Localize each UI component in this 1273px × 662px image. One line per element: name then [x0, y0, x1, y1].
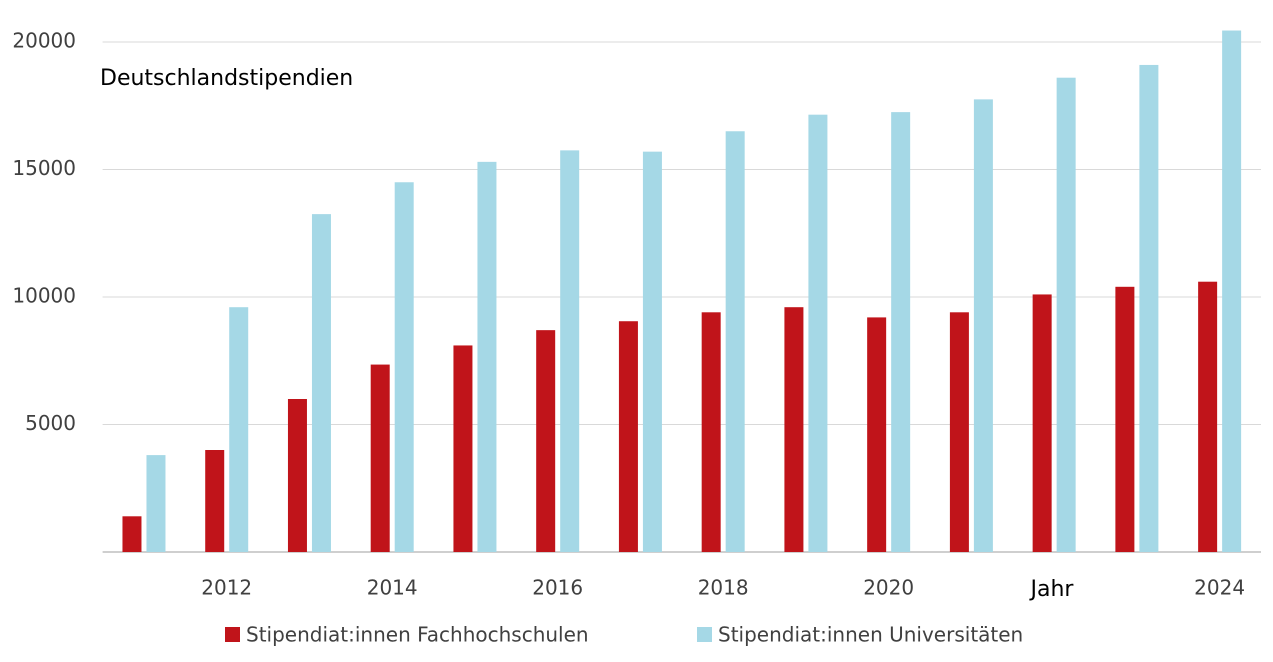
bar	[229, 307, 249, 552]
bar	[287, 399, 307, 552]
bar	[784, 307, 804, 552]
bar	[453, 345, 473, 552]
x-tick-label: 2024	[1194, 576, 1245, 600]
x-axis-label: Jahr	[1029, 577, 1075, 602]
bar	[808, 114, 828, 553]
bar	[394, 182, 414, 552]
bar	[1222, 30, 1242, 552]
bar	[122, 516, 142, 552]
bar	[701, 312, 721, 552]
bar	[949, 312, 969, 552]
x-tick-label: 2016	[532, 576, 583, 600]
bar	[536, 330, 556, 552]
bar	[642, 151, 662, 552]
legend-swatch	[697, 627, 712, 642]
bar	[725, 131, 745, 552]
legend-swatch	[225, 627, 240, 642]
bar	[618, 321, 638, 552]
bar	[370, 364, 390, 552]
bar	[311, 214, 331, 552]
legend-label: Stipendiat:innen Universitäten	[718, 623, 1023, 647]
x-tick-label: 2012	[201, 576, 252, 600]
bar	[891, 112, 911, 552]
bar	[1032, 294, 1052, 552]
bar	[477, 161, 497, 552]
bar	[867, 317, 887, 552]
x-tick-label: 2014	[367, 576, 418, 600]
bar	[1139, 64, 1159, 552]
chart-title: Deutschlandstipendien	[100, 66, 353, 91]
y-tick-label: 20000	[12, 29, 76, 53]
bar	[1198, 281, 1218, 552]
x-tick-label: 2020	[863, 576, 914, 600]
y-tick-label: 5000	[25, 411, 76, 435]
bar	[146, 455, 166, 552]
legend-label: Stipendiat:innen Fachhochschulen	[246, 623, 589, 647]
y-tick-label: 15000	[12, 156, 76, 180]
bar	[560, 150, 580, 552]
bar	[973, 99, 993, 552]
bar	[205, 450, 225, 552]
bar	[1115, 286, 1135, 552]
y-tick-label: 10000	[12, 284, 76, 308]
x-tick-label: 2018	[698, 576, 749, 600]
bar	[1056, 77, 1076, 552]
